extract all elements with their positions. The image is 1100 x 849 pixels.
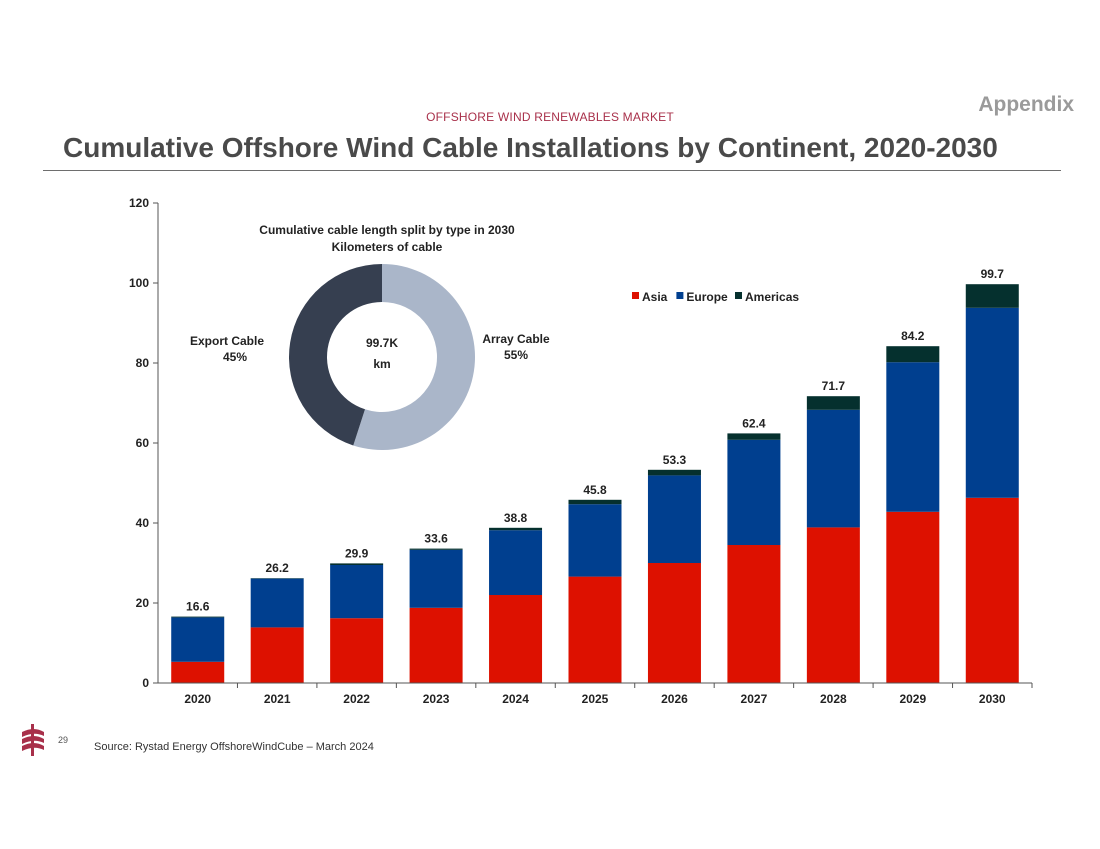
bar-europe-2030	[965, 307, 1019, 498]
bar-asia-2026	[647, 563, 701, 683]
y-tick-label-20: 20	[136, 596, 150, 610]
bar-asia-2021	[250, 627, 304, 683]
appendix-label: Appendix	[978, 93, 1074, 116]
legend-swatch-europe	[676, 292, 684, 299]
donut-chart: Cumulative cable length split by type in…	[190, 223, 550, 451]
bar-asia-2023	[409, 607, 463, 683]
legend-swatch-americas	[735, 292, 742, 299]
x-tick-label-2028: 2028	[820, 692, 847, 706]
bar-europe-2027	[727, 439, 781, 545]
legend-label-europe: Europe	[686, 290, 728, 304]
x-tick-label-2023: 2023	[423, 692, 450, 706]
bar-asia-2029	[886, 511, 940, 683]
x-tick-label-2025: 2025	[582, 692, 609, 706]
total-label-2022: 29.9	[345, 546, 369, 560]
source-note: Source: Rystad Energy OffshoreWindCube –…	[94, 741, 374, 753]
bar-americas-2029	[886, 346, 940, 363]
bar-europe-2024	[489, 530, 543, 595]
x-tick-label-2026: 2026	[661, 692, 688, 706]
x-tick-label-2024: 2024	[502, 692, 529, 706]
total-label-2027: 62.4	[742, 416, 766, 430]
donut-slice-array-cable	[353, 264, 476, 451]
total-label-2021: 26.2	[266, 561, 290, 575]
total-label-2023: 33.6	[424, 532, 448, 546]
legend-label-americas: Americas	[745, 290, 799, 304]
y-tick-label-100: 100	[129, 276, 149, 290]
total-label-2025: 45.8	[583, 483, 607, 497]
x-tick-label-2021: 2021	[264, 692, 291, 706]
bar-asia-2027	[727, 545, 781, 683]
legend-swatch-asia	[632, 292, 639, 299]
bar-americas-2022	[330, 563, 384, 565]
total-label-2024: 38.8	[504, 511, 528, 525]
bar-americas-2030	[965, 284, 1019, 308]
donut-center-unit: km	[373, 357, 390, 371]
bar-europe-2021	[250, 578, 304, 628]
donut-label-export-cable: Export Cable	[190, 334, 264, 348]
bar-asia-2024	[489, 595, 543, 683]
bar-asia-2020	[171, 661, 225, 683]
bar-europe-2023	[409, 549, 463, 608]
bar-europe-2025	[568, 504, 622, 577]
bar-asia-2025	[568, 576, 622, 683]
page-title: Cumulative Offshore Wind Cable Installat…	[63, 132, 998, 163]
donut-subtitle: Kilometers of cable	[332, 240, 443, 254]
axes-layer: 2020 2021 2022 2023 2024 2025 2026 2027 2028 2029…	[129, 196, 1033, 706]
y-tick-label-80: 80	[136, 356, 150, 370]
section-kicker: OFFSHORE WIND RENEWABLES MARKET	[426, 110, 674, 124]
bar-americas-2023	[409, 548, 463, 550]
bar-americas-2020	[171, 616, 225, 618]
total-label-2028: 71.7	[822, 379, 846, 393]
bar-asia-2028	[806, 527, 860, 683]
y-tick-label-40: 40	[136, 516, 150, 530]
y-tick-label-120: 120	[129, 196, 149, 210]
x-tick-label-2027: 2027	[741, 692, 768, 706]
bar-europe-2029	[886, 362, 940, 512]
legend-label-asia: Asia	[642, 290, 668, 304]
total-label-2029: 84.2	[901, 329, 925, 343]
company-logo	[22, 724, 44, 756]
donut-center-value: 99.7K	[366, 336, 398, 350]
bar-asia-2022	[330, 618, 384, 683]
donut-value-array-cable: 55%	[504, 348, 528, 362]
donut-slice-export-cable	[289, 264, 382, 446]
total-label-2026: 53.3	[663, 453, 687, 467]
bar-americas-2027	[727, 433, 781, 440]
bar-americas-2026	[647, 469, 701, 476]
x-tick-label-2029: 2029	[899, 692, 926, 706]
x-tick-label-2022: 2022	[343, 692, 370, 706]
bar-europe-2020	[171, 617, 225, 662]
legend: Asia Europe Americas	[632, 290, 799, 304]
total-label-2020: 16.6	[186, 600, 210, 614]
bar-asia-2030	[965, 497, 1019, 683]
title-divider	[43, 170, 1061, 171]
donut-title: Cumulative cable length split by type in…	[259, 223, 515, 237]
y-tick-label-0: 0	[142, 676, 149, 690]
x-tick-label-2020: 2020	[184, 692, 211, 706]
page-number: 29	[58, 735, 69, 745]
bars-layer: 16.6 26.2 29.9 33.6 38.8 45.8 53.3 62.4 71.7 84.2…	[171, 267, 1019, 683]
x-tick-label-2030: 2030	[979, 692, 1006, 706]
bar-americas-2025	[568, 499, 622, 505]
donut-label-array-cable: Array Cable	[482, 332, 550, 346]
bar-europe-2026	[647, 475, 701, 563]
bar-americas-2024	[489, 527, 543, 531]
bar-americas-2028	[806, 396, 860, 410]
y-tick-label-60: 60	[136, 436, 150, 450]
bar-europe-2022	[330, 565, 384, 619]
donut-value-export-cable: 45%	[223, 350, 247, 364]
total-label-2030: 99.7	[981, 267, 1005, 281]
bar-europe-2028	[806, 409, 860, 528]
